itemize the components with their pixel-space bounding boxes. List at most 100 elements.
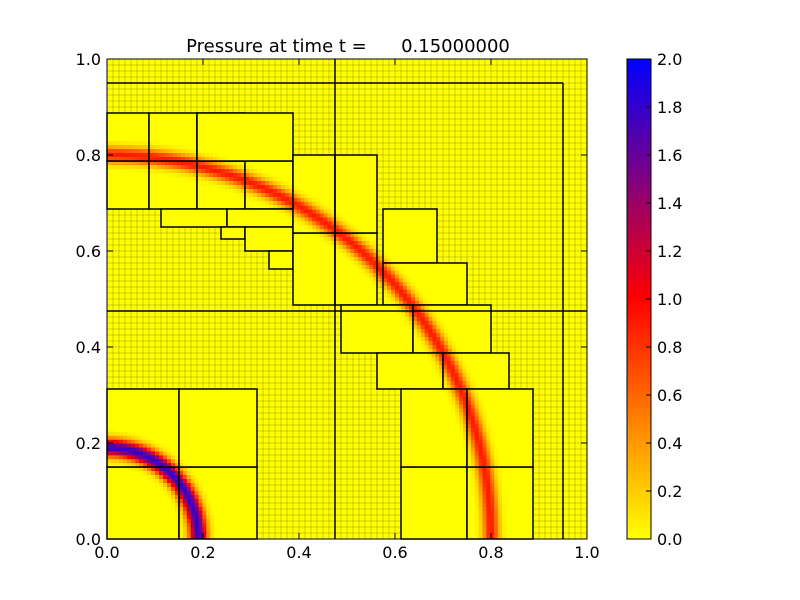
patch-cell [373, 241, 378, 246]
patch-cell [300, 213, 305, 218]
patch-cell [131, 435, 136, 441]
patch-cell [331, 209, 336, 214]
patch-cell [403, 301, 408, 306]
patch-cell [346, 233, 351, 238]
patch-cell [424, 317, 429, 322]
patch-cell [159, 451, 164, 456]
patch-cell [173, 161, 178, 166]
patch-cell [440, 337, 445, 342]
patch-cell [194, 523, 199, 528]
patch-cell [161, 157, 166, 162]
patch-cell [428, 317, 433, 322]
patch-cell [131, 455, 136, 460]
patch-cell [391, 293, 396, 298]
patch-cell [357, 237, 363, 242]
patch-cell [133, 161, 138, 166]
patch-cell [115, 443, 120, 448]
patch-cell [387, 293, 392, 298]
patch-cell [129, 161, 135, 166]
patch-cell [165, 149, 170, 154]
patch-cell [373, 265, 378, 270]
patch-cell [149, 145, 154, 150]
patch-cell [411, 282, 416, 287]
patch-cell [498, 511, 503, 516]
refined-patch [244, 226, 294, 252]
patch-cell [190, 499, 195, 504]
patch-cell [111, 443, 116, 448]
patch-cell [171, 483, 176, 488]
patch-cell [391, 289, 396, 294]
patch-cell [177, 153, 182, 158]
patch-cell [277, 201, 282, 206]
patch-cell [428, 329, 433, 334]
patch-cell [467, 404, 472, 409]
patch-cell [482, 424, 487, 429]
patch-cell [478, 511, 483, 516]
patch-cell [182, 495, 188, 500]
patch-cell [167, 471, 172, 476]
patch-cell [486, 443, 491, 448]
patch-cell [448, 349, 453, 354]
patch-cell [261, 201, 266, 206]
patch-cell [126, 145, 131, 150]
patch-cell [436, 317, 441, 322]
patch-cell [494, 455, 499, 460]
patch-cell [269, 181, 274, 186]
patch-cell [446, 385, 452, 390]
patch-cell [111, 463, 116, 468]
patch-cell [462, 385, 467, 390]
patch-cell [241, 181, 246, 186]
patch-cell [159, 467, 164, 472]
y-tick-label: 0.8 [76, 146, 101, 165]
patch-cell [111, 431, 116, 437]
patch-cell [167, 467, 172, 472]
patch-cell [157, 149, 162, 154]
patch-cell [143, 467, 148, 472]
patch-cell [450, 365, 456, 370]
patch-cell [454, 353, 459, 358]
patch-cell [342, 241, 347, 246]
patch-cell [185, 153, 190, 158]
heatmap-cell [377, 287, 381, 291]
patch-cell [474, 392, 480, 398]
patch-cell [273, 185, 278, 190]
patch-cell [373, 245, 378, 250]
patch-cell [149, 149, 154, 154]
patch-cell [498, 471, 503, 476]
patch-cell [149, 153, 154, 158]
patch-cell [175, 503, 180, 508]
patch-cell [229, 177, 234, 182]
patch-cell [474, 439, 480, 444]
patch-cell [482, 451, 487, 456]
patch-cell [458, 377, 463, 382]
patch-cell [296, 201, 302, 207]
patch-cell [209, 153, 214, 158]
patch-cell [131, 439, 136, 444]
patch-cell [126, 153, 131, 158]
patch-cell [365, 245, 370, 250]
patch-cell [171, 495, 176, 500]
patch-cell [365, 273, 370, 278]
patch-cell [186, 515, 192, 520]
patch-cell [179, 479, 184, 484]
plot-area [106, 58, 588, 540]
patch-cell [482, 416, 487, 421]
patch-cell [141, 153, 146, 158]
patch-cell [501, 519, 507, 524]
patch-cell [143, 443, 148, 448]
patch-cell [335, 213, 340, 218]
patch-cell [403, 274, 408, 279]
patch-cell [411, 289, 416, 294]
patch-cell [338, 241, 344, 246]
patch-cell [486, 435, 491, 441]
patch-cell [186, 475, 192, 480]
patch-cell [241, 185, 246, 190]
patch-cell [474, 467, 480, 472]
patch-cell [458, 369, 463, 374]
patch-cell [482, 527, 487, 532]
patch-cell [361, 265, 366, 270]
patch-cell [482, 412, 487, 417]
patch-cell [391, 297, 396, 302]
patch-cell [482, 535, 487, 540]
patch-cell [285, 189, 290, 194]
